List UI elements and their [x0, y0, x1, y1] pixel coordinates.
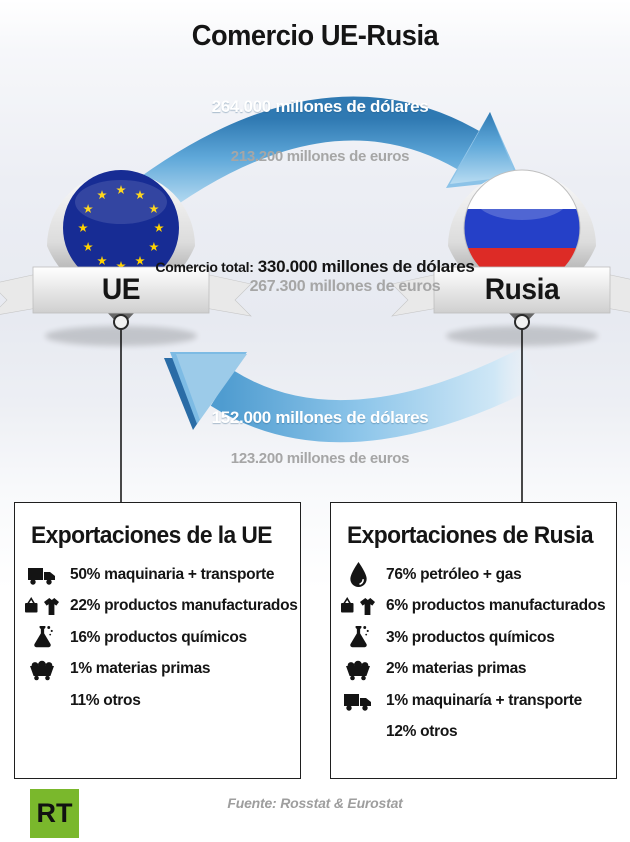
total-trade-dollars: 330.000 millones de dólares — [257, 257, 475, 276]
russia-exports-title: Exportaciones de Rusia — [347, 522, 594, 549]
list-item-text: 22% productos manufacturados — [70, 597, 298, 615]
total-trade-line: Comercio total: 330.000 millones de dóla… — [150, 257, 480, 277]
list-item: 16% productos químicos — [15, 622, 300, 654]
list-item: 3% productos químicos — [331, 622, 616, 654]
eu-badge-label: UE — [101, 273, 141, 306]
source-text: Fuente: Rosstat & Eurostat — [227, 795, 403, 811]
eu-flag-stars — [78, 185, 164, 271]
list-item-text: 12% otros — [386, 723, 458, 741]
arrow-eu-to-russia — [124, 96, 520, 224]
page-title: Comercio UE-Rusia — [191, 20, 439, 52]
arrow-russia-to-eu — [164, 347, 542, 443]
list-item: 6% productos manufacturados — [331, 591, 616, 623]
russia-ribbon — [391, 266, 630, 317]
manufactured-goods-icon — [25, 593, 59, 619]
eu-ribbon — [0, 266, 252, 317]
top-arrow-dollars: 264.000 millones de dólares — [211, 97, 429, 116]
no-icon — [341, 719, 375, 745]
oil-drop-icon — [341, 561, 375, 589]
list-item: 1% materias primas — [15, 654, 300, 686]
eu-flag-icon — [63, 170, 179, 286]
eu-badge — [0, 170, 252, 330]
manufactured-goods-icon — [341, 593, 375, 619]
list-item-text: 50% maquinaria + transporte — [70, 565, 275, 583]
russia-exports-box: Exportaciones de Rusia 76% petróleo + ga… — [330, 502, 617, 779]
mine-cart-icon — [25, 656, 59, 682]
russia-exports-list: 76% petróleo + gas 6% productos manufact… — [331, 559, 616, 748]
russia-pin-hole — [514, 314, 530, 330]
eu-exports-title: Exportaciones de la UE — [31, 522, 272, 549]
list-item-text: 6% productos manufacturados — [386, 597, 606, 615]
total-trade-label: Comercio total: — [155, 259, 254, 275]
list-item: 1% maquinaría + transporte — [331, 685, 616, 717]
list-item-text: 11% otros — [70, 691, 141, 709]
chemical-flask-icon — [25, 625, 59, 651]
eu-exports-list: 50% maquinaria + transporte 22% producto… — [15, 559, 300, 717]
list-item-text: 1% materias primas — [70, 660, 211, 678]
list-item-text: 3% productos químicos — [386, 628, 555, 646]
rt-logo: RT — [30, 789, 79, 838]
list-item: 22% productos manufacturados — [15, 591, 300, 623]
mine-cart-icon — [341, 656, 375, 682]
list-item: 11% otros — [15, 685, 300, 717]
list-item-text: 76% petróleo + gas — [386, 565, 522, 583]
list-item: 76% petróleo + gas — [331, 559, 616, 591]
no-icon — [25, 688, 59, 714]
eu-pin-hole — [113, 314, 129, 330]
top-arrow-euros: 213.200 millones de euros — [230, 148, 410, 165]
list-item-text: 2% materias primas — [386, 660, 527, 678]
russia-badge — [391, 169, 630, 330]
list-item: 12% otros — [331, 717, 616, 749]
list-item-text: 1% maquinaría + transporte — [386, 691, 582, 709]
truck-icon — [341, 688, 375, 714]
bottom-arrow-euros: 123.200 millones de euros — [230, 450, 410, 467]
list-item: 50% maquinaria + transporte — [15, 559, 300, 591]
list-item-text: 16% productos químicos — [70, 628, 247, 646]
russia-badge-label: Rusia — [484, 273, 560, 306]
total-trade-euros: 267.300 millones de euros — [249, 278, 441, 295]
list-item: 2% materias primas — [331, 654, 616, 686]
eu-exports-box: Exportaciones de la UE 50% maquinaria + … — [14, 502, 301, 779]
chemical-flask-icon — [341, 625, 375, 651]
truck-icon — [25, 562, 59, 588]
bottom-arrow-dollars: 152.000 millones de dólares — [211, 408, 429, 427]
